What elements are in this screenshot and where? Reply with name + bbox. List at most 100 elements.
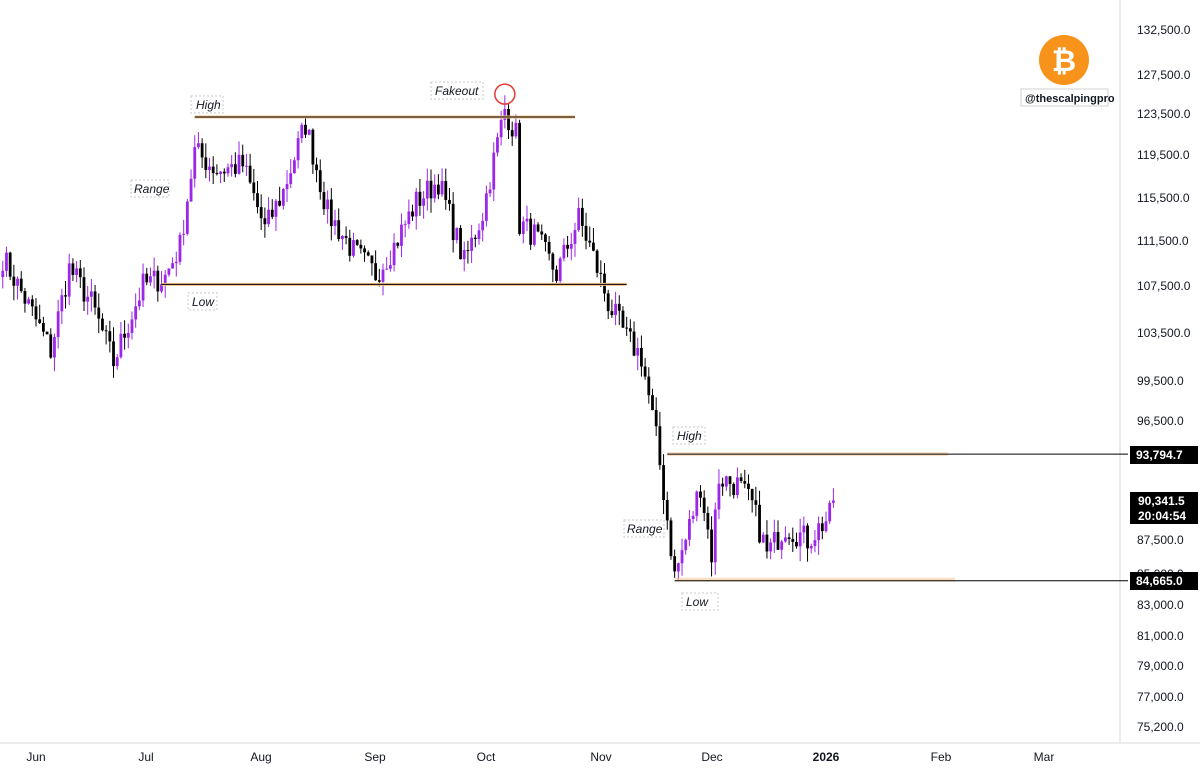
candle-body [783,537,787,542]
candle-body [817,523,821,541]
candle-body [492,152,496,190]
candle-body [809,546,813,549]
candle-body [189,178,193,202]
candle-body [547,242,551,254]
candle-body [473,237,477,239]
candle-body [702,497,706,513]
candle-body [392,242,396,266]
candle-body [418,191,422,206]
candle-body [359,244,363,249]
annotation-low-1: Low [187,292,218,311]
candle-body [706,512,710,530]
candle-body [743,481,747,484]
candle-body [329,199,333,227]
bitcoin-icon: ₿ [1039,35,1089,85]
candle-body [241,154,245,167]
candle-body [407,211,411,225]
level-low-tag-text: 84,665.0 [1136,574,1183,588]
candle-body [518,122,521,234]
candle-body [304,124,307,135]
time-tick: Sep [364,750,386,764]
annotation-low-1-text: Low [192,295,215,309]
candle-body [245,165,248,167]
candle-body [34,306,38,320]
candle-body [459,227,462,260]
time-axis[interactable]: Jun Jul Aug Sep Oct Nov Dec 2026 Feb Mar [26,750,1054,764]
candle-body [152,270,156,277]
candle-body [123,333,126,338]
candle-body [614,303,617,316]
candle-body [544,234,547,243]
candle-body [348,237,352,256]
candle-body [248,165,252,183]
candle-body [167,268,171,275]
time-tick: Nov [590,750,611,764]
candle-body [263,218,267,225]
candle-body [496,137,499,153]
candle-body [385,268,389,270]
candle-body [665,500,669,521]
time-tick: Feb [931,750,952,764]
candle-body [577,207,581,231]
last-price-tag: 90,341.5 20:04:54 [1130,492,1198,524]
level-high-tag: 93,794.7 [1130,446,1198,464]
candle-body [750,488,754,501]
candle-body [5,252,8,271]
candle-body [119,333,123,358]
range-2-low-band [674,577,955,582]
candle-body [525,218,529,222]
candle-body [676,563,680,572]
candle-body [41,322,45,332]
candle-body [296,138,300,161]
candle-body [647,376,651,396]
candle-body [802,525,806,533]
price-tick: 75,200.0 [1137,720,1184,734]
candle-body [333,220,337,227]
candle-body [178,234,182,262]
candle-body [233,164,237,174]
candle-body [400,224,403,246]
candle-body [370,255,374,264]
candle-body [455,227,459,241]
candle-body [529,218,533,245]
candle-body [252,182,256,194]
annotation-high-1: High [190,95,224,114]
candle-body [765,534,769,552]
candle-body [820,523,824,532]
candle-body [185,201,189,234]
candle-body [75,268,79,275]
candle-body [592,242,595,251]
candle-body [503,109,507,120]
candle-body [691,515,695,519]
candle-body [721,483,725,487]
candle-body [293,160,296,174]
candle-body [200,143,204,158]
candle-body [433,184,437,199]
price-axis[interactable]: 132,500.0 127,500.0 123,500.0 119,500.0 … [1137,23,1191,734]
watermark-handle: @thescalpingpro [1025,93,1115,105]
fakeout-marker [494,83,516,105]
candle-body [562,244,566,259]
candle-body [724,476,728,487]
candle-body [510,130,514,137]
candle-body [49,334,53,358]
candle-body [322,192,326,210]
candle-body [86,296,90,302]
candle-body [713,509,717,563]
annotation-range-1: Range [130,179,170,198]
candle-body [1,270,5,277]
candle-body [23,291,27,304]
candle-body [831,500,835,503]
candle-body [30,299,34,307]
candle-body [732,483,736,495]
countdown-text: 20:04:54 [1138,509,1186,523]
candle-body [798,532,802,547]
candle-body [621,310,625,328]
candle-body [499,119,503,138]
svg-text:₿: ₿ [1052,44,1076,79]
candle-body [588,240,592,243]
candle-body [101,318,104,331]
annotation-range-1-text: Range [134,182,170,196]
price-tick: 96,500.0 [1137,414,1184,428]
